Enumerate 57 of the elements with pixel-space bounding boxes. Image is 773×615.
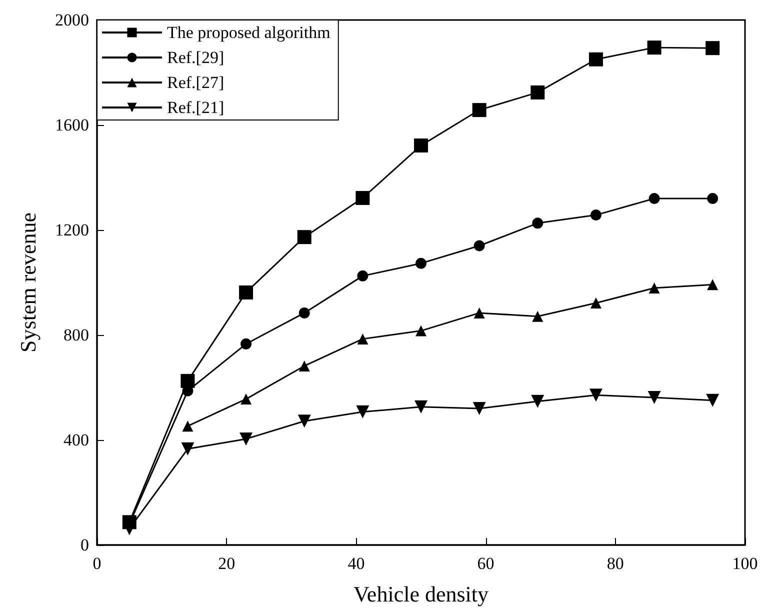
x-tick-label: 20 bbox=[218, 554, 236, 573]
point bbox=[530, 85, 545, 100]
point bbox=[706, 41, 720, 56]
point bbox=[707, 279, 718, 290]
x-tick-label: 60 bbox=[477, 554, 494, 573]
point bbox=[240, 394, 252, 405]
legend-label: Ref.[29] bbox=[167, 48, 224, 67]
point bbox=[240, 432, 253, 446]
y-tick-label: 1600 bbox=[55, 116, 89, 134]
legend-label: Ref.[27] bbox=[167, 73, 224, 92]
y-tick-label: 2000 bbox=[55, 10, 89, 30]
point bbox=[239, 285, 254, 300]
point bbox=[298, 360, 310, 372]
point bbox=[181, 442, 194, 456]
y-tick-label: 400 bbox=[64, 430, 89, 450]
x-tick-label: 0 bbox=[92, 554, 102, 573]
point bbox=[182, 420, 194, 432]
point bbox=[472, 402, 486, 415]
point bbox=[357, 333, 368, 344]
point bbox=[298, 307, 310, 318]
point bbox=[588, 52, 603, 66]
point bbox=[589, 388, 602, 402]
x-tick-label: 80 bbox=[606, 554, 624, 573]
point bbox=[590, 297, 602, 308]
point bbox=[472, 103, 486, 118]
point bbox=[706, 394, 720, 407]
point bbox=[240, 338, 252, 350]
y-tick-label: 0 bbox=[80, 536, 89, 554]
x-tick-label: 100 bbox=[732, 554, 758, 573]
legend-label: The proposed algorithm bbox=[167, 23, 330, 42]
point bbox=[298, 414, 311, 428]
point bbox=[647, 40, 662, 55]
point bbox=[531, 394, 544, 408]
x-axis-title: Vehicle density bbox=[353, 582, 489, 606]
x-tick-label: 40 bbox=[348, 554, 365, 573]
y-tick-label: 800 bbox=[64, 326, 89, 344]
y-tick-label: 1200 bbox=[55, 220, 89, 240]
point bbox=[474, 240, 485, 252]
point bbox=[414, 400, 428, 414]
point bbox=[648, 390, 661, 404]
point bbox=[180, 374, 195, 388]
point bbox=[648, 193, 660, 204]
point bbox=[297, 230, 312, 244]
point bbox=[416, 258, 426, 269]
legend-label: Ref.[21] bbox=[167, 98, 224, 117]
point bbox=[416, 325, 426, 336]
point bbox=[356, 405, 370, 418]
point bbox=[474, 307, 485, 318]
point bbox=[707, 193, 718, 204]
point bbox=[648, 282, 660, 294]
point bbox=[590, 210, 602, 221]
point bbox=[532, 218, 544, 229]
point bbox=[357, 270, 368, 282]
point bbox=[414, 138, 428, 152]
point bbox=[356, 190, 370, 205]
y-axis-title: System revenue bbox=[16, 212, 40, 352]
point bbox=[532, 310, 544, 322]
